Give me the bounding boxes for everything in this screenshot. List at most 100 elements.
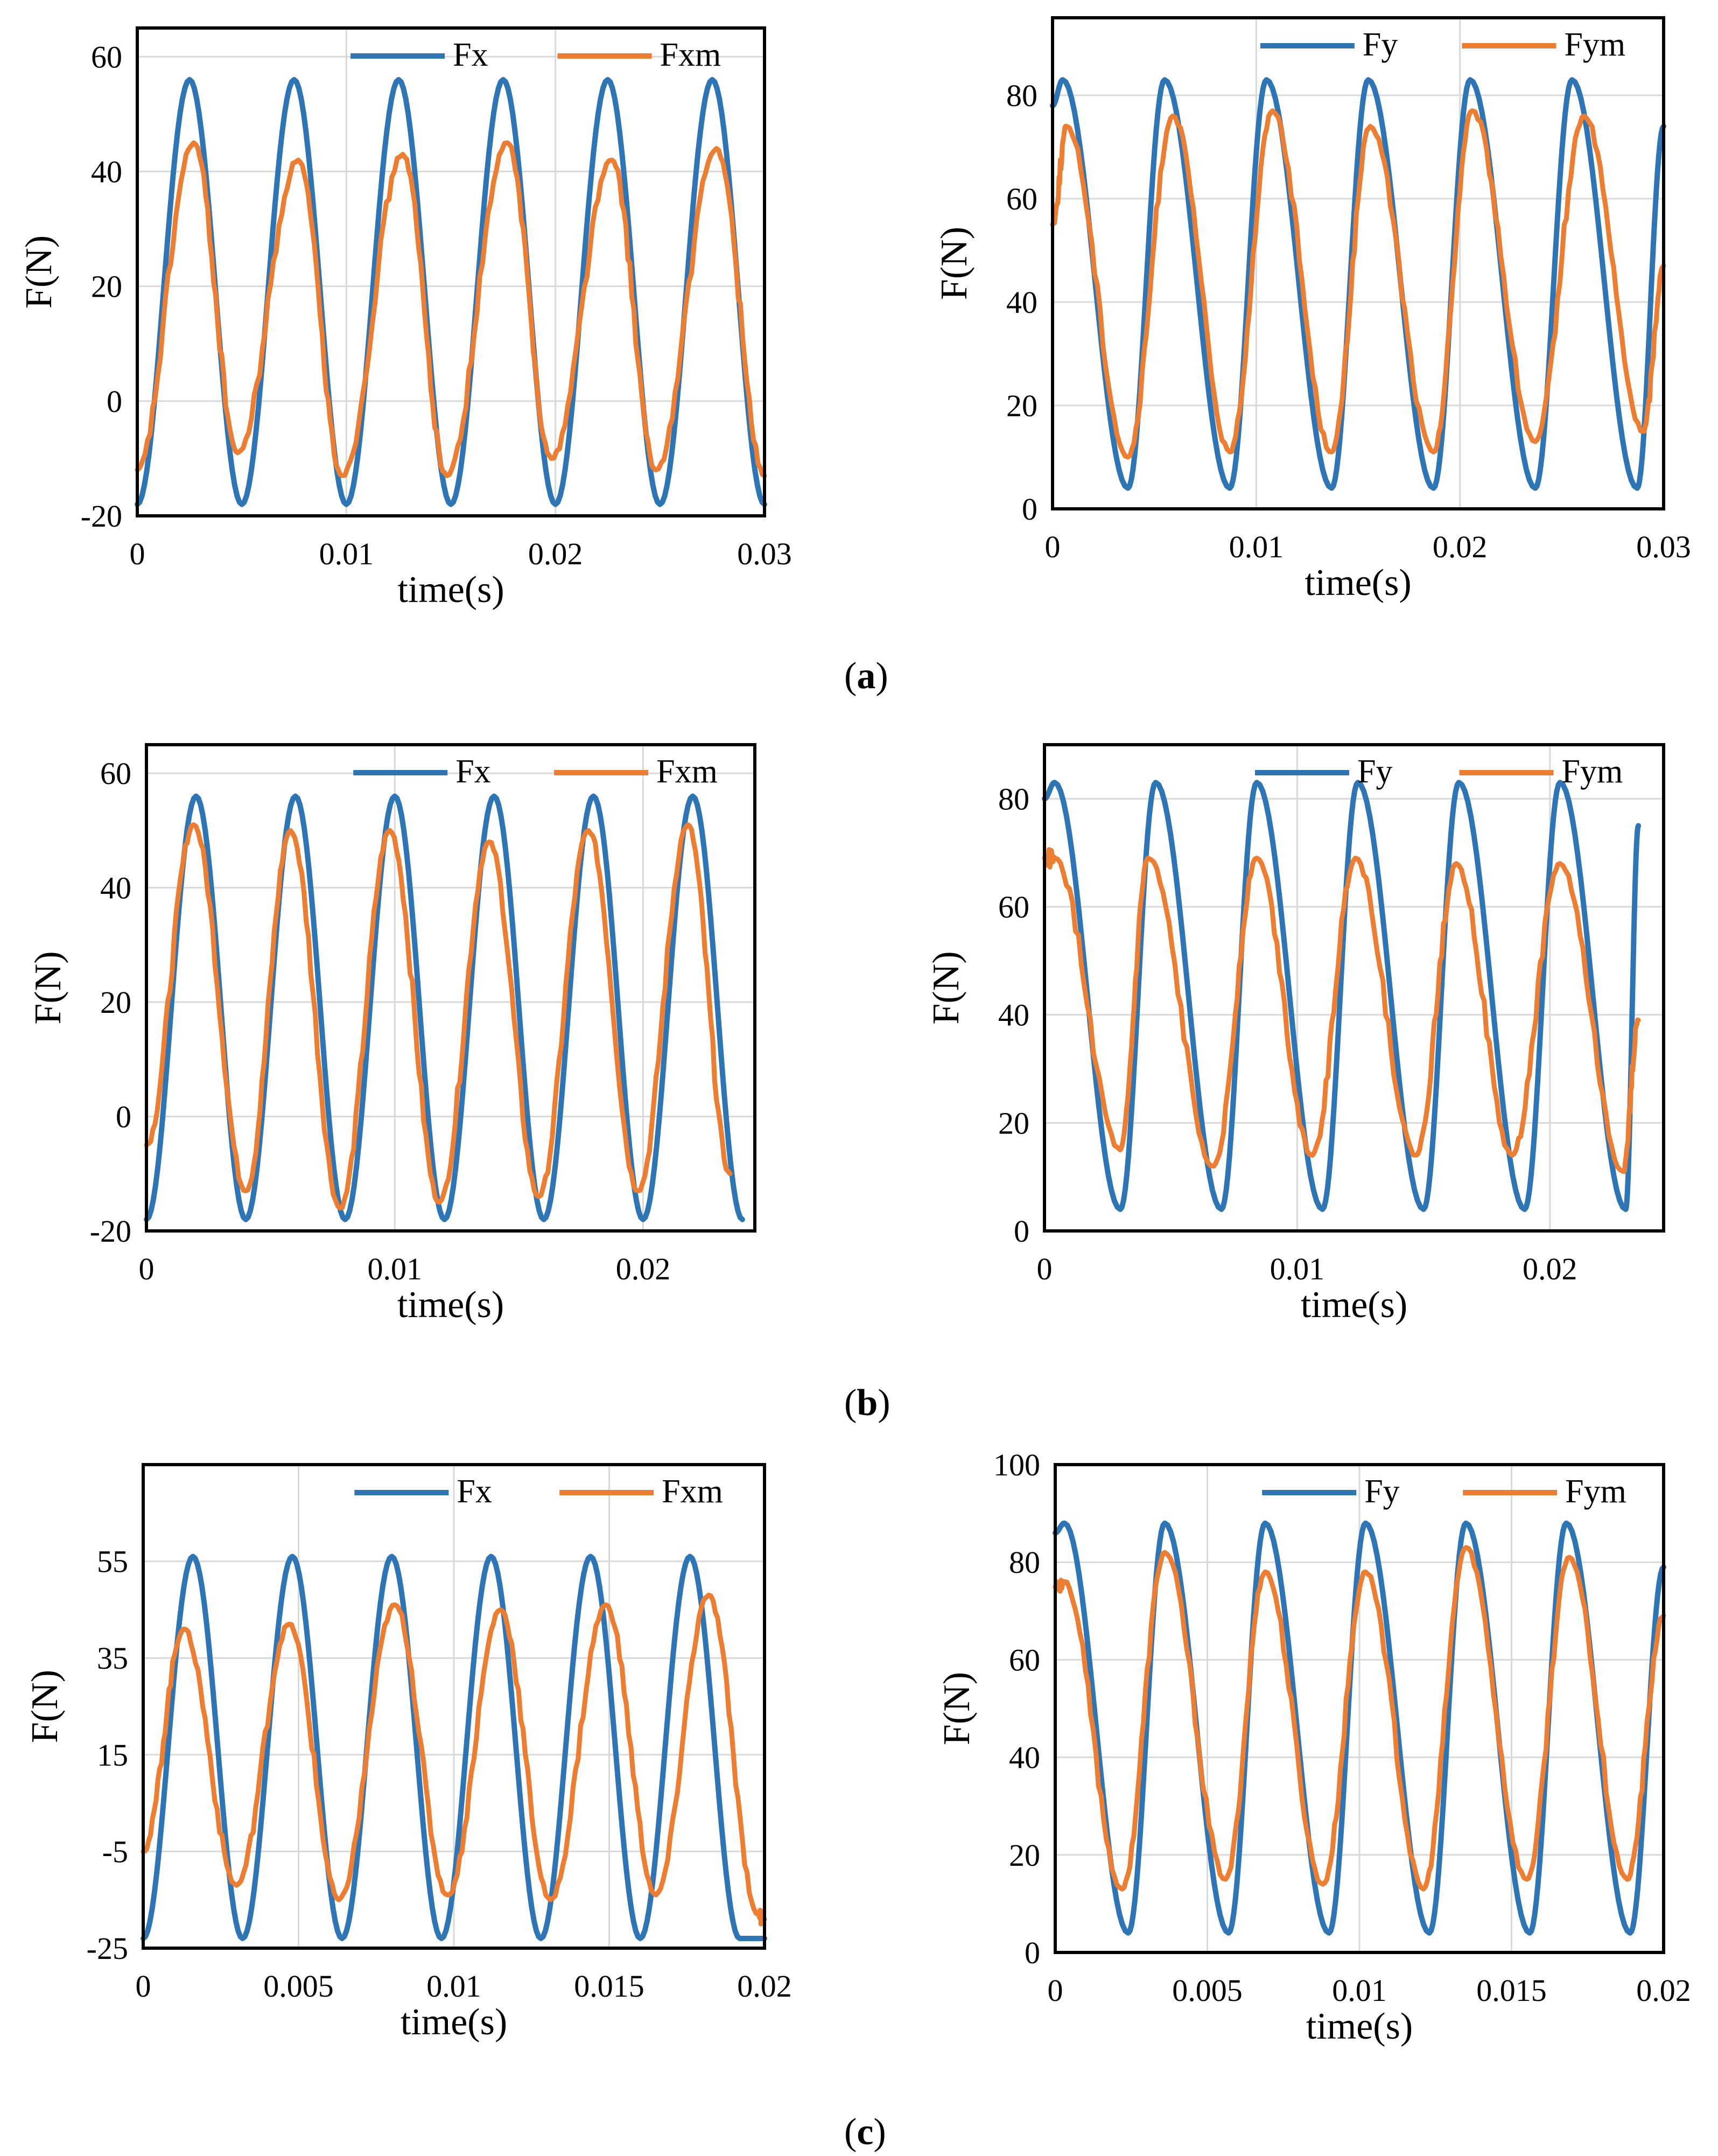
y-tick-label: 40 bbox=[998, 998, 1029, 1033]
y-tick-label: 60 bbox=[1006, 181, 1037, 216]
series-line-fxm bbox=[144, 822, 733, 1210]
x-tick-label: 0.015 bbox=[1476, 1973, 1547, 2008]
chart-a-fy: 0 20 40 60 80 0 0.01 0.02 0.03 time(s) F(N) Fy Fym bbox=[934, 16, 1691, 604]
legend-label-fy: Fy bbox=[1364, 1473, 1399, 1510]
y-tick-label: 40 bbox=[100, 871, 131, 906]
y-tick-label: 40 bbox=[1009, 1740, 1040, 1775]
y-tick-label: 60 bbox=[100, 756, 131, 791]
x-tick-label: 0.02 bbox=[1523, 1251, 1577, 1286]
y-tick-label: 80 bbox=[1009, 1545, 1040, 1580]
x-tick-label: 0.01 bbox=[319, 536, 374, 571]
y-tick-label: 60 bbox=[1009, 1642, 1040, 1677]
plot-frame bbox=[1051, 16, 1665, 510]
y-tick-label: 100 bbox=[993, 1447, 1040, 1482]
x-tick-label: 0 bbox=[1037, 1251, 1053, 1286]
plot-frame bbox=[142, 1463, 766, 1950]
x-tick-label: 0.01 bbox=[1270, 1251, 1325, 1286]
y-tick-label: 20 bbox=[998, 1105, 1029, 1140]
x-tick-label: 0.01 bbox=[426, 1969, 481, 2004]
x-tick-label: 0 bbox=[130, 536, 145, 571]
x-axis-label: time(s) bbox=[397, 1284, 504, 1326]
series-line-fy bbox=[1042, 780, 1642, 1212]
legend-label-fx: Fx bbox=[453, 37, 488, 73]
y-tick-label: 0 bbox=[107, 384, 122, 419]
x-tick-label: 0.015 bbox=[574, 1969, 644, 2004]
series-line-fx bbox=[144, 793, 745, 1222]
series-line-fx bbox=[135, 76, 767, 507]
legend-label-fx: Fx bbox=[457, 1473, 492, 1510]
caption-c: (c) bbox=[844, 2111, 886, 2153]
x-tick-label: 0.02 bbox=[1636, 1973, 1691, 2008]
x-axis-label: time(s) bbox=[401, 2001, 507, 2043]
y-tick-label: -25 bbox=[87, 1931, 128, 1966]
series-line-fym bbox=[1042, 847, 1641, 1174]
x-axis-label: time(s) bbox=[397, 569, 504, 611]
series-line-fym bbox=[1050, 108, 1666, 460]
y-tick-label: 40 bbox=[91, 154, 122, 189]
y-axis-label: F(N) bbox=[24, 1670, 66, 1743]
x-tick-label: 0.02 bbox=[616, 1251, 671, 1286]
y-tick-label: -20 bbox=[81, 499, 122, 534]
y-tick-label: 15 bbox=[97, 1738, 128, 1773]
series-line-fy bbox=[1053, 1520, 1666, 1936]
y-tick-label: 0 bbox=[1025, 1935, 1040, 1970]
y-axis-label: F(N) bbox=[934, 227, 975, 300]
y-axis-label: F(N) bbox=[18, 235, 60, 309]
legend-label-fxm: Fxm bbox=[662, 1473, 723, 1510]
y-tick-label: -5 bbox=[102, 1834, 128, 1869]
x-axis-label: time(s) bbox=[1306, 2006, 1413, 2047]
series-line-fy bbox=[1050, 77, 1666, 491]
y-tick-label: 55 bbox=[97, 1544, 128, 1579]
chart-c-fx: -25 -5 15 35 55 0 0.005 0.01 0.015 0.02 time(s) F(N… bbox=[24, 1463, 792, 2043]
x-tick-label: 0.01 bbox=[1332, 1973, 1387, 2008]
x-tick-label: 0.02 bbox=[528, 536, 583, 571]
legend-label-fx: Fx bbox=[455, 753, 490, 790]
y-tick-label: 35 bbox=[97, 1641, 128, 1676]
x-tick-label: 0 bbox=[1048, 1973, 1063, 2008]
x-tick-label: 0.005 bbox=[263, 1969, 334, 2004]
legend-label-fym: Fym bbox=[1562, 753, 1623, 790]
legend-label-fxm: Fxm bbox=[656, 753, 718, 790]
caption-b: (b) bbox=[844, 1382, 890, 1424]
x-tick-label: 0 bbox=[139, 1251, 155, 1286]
plot-frame bbox=[145, 743, 756, 1233]
y-axis-label: F(N) bbox=[925, 951, 967, 1024]
y-tick-label: 0 bbox=[1014, 1214, 1029, 1249]
x-axis-label: time(s) bbox=[1305, 562, 1411, 604]
y-tick-label: 60 bbox=[91, 39, 122, 74]
legend-label-fym: Fym bbox=[1564, 26, 1625, 63]
x-tick-label: 0.01 bbox=[367, 1251, 422, 1286]
plot-frame bbox=[1054, 1463, 1665, 1954]
x-tick-label: 0 bbox=[136, 1969, 151, 2004]
x-tick-label: 0.02 bbox=[1433, 529, 1488, 564]
y-tick-label: 20 bbox=[1006, 388, 1037, 423]
caption-a: (a) bbox=[844, 655, 888, 697]
series-line-fx bbox=[141, 1553, 767, 1941]
y-tick-label: 0 bbox=[116, 1100, 131, 1135]
x-tick-label: 0.03 bbox=[737, 536, 792, 571]
x-tick-label: 0.01 bbox=[1229, 529, 1284, 564]
legend-label-fym: Fym bbox=[1565, 1473, 1626, 1510]
chart-b-fy: 0 20 40 60 80 0 0.01 0.02 time(s) F(N) Fy Fym bbox=[925, 743, 1665, 1326]
y-tick-label: 20 bbox=[100, 985, 131, 1020]
y-tick-label: 80 bbox=[1006, 78, 1037, 113]
x-tick-label: 0.02 bbox=[737, 1969, 792, 2004]
y-axis-label: F(N) bbox=[936, 1672, 978, 1745]
legend-label-fxm: Fxm bbox=[660, 37, 721, 73]
x-tick-label: 0.03 bbox=[1636, 529, 1691, 564]
plot-frame bbox=[136, 26, 766, 517]
y-tick-label: 80 bbox=[998, 781, 1029, 816]
y-tick-label: 60 bbox=[998, 890, 1029, 925]
series-line-fxm bbox=[135, 140, 767, 478]
x-tick-label: 0 bbox=[1045, 529, 1061, 564]
y-tick-label: -20 bbox=[90, 1214, 131, 1249]
y-tick-label: 40 bbox=[1006, 285, 1037, 320]
x-tick-label: 0.005 bbox=[1172, 1973, 1243, 2008]
y-tick-label: 0 bbox=[1022, 492, 1037, 527]
y-tick-label: 20 bbox=[91, 269, 122, 304]
y-tick-label: 20 bbox=[1009, 1838, 1040, 1873]
chart-c-fy: 0 20 40 60 80 100 0 0.005 0.01 0.015 0.02 time(s) F(… bbox=[936, 1447, 1691, 2047]
series-line-fxm bbox=[141, 1593, 767, 1927]
y-axis-label: F(N) bbox=[27, 951, 69, 1024]
